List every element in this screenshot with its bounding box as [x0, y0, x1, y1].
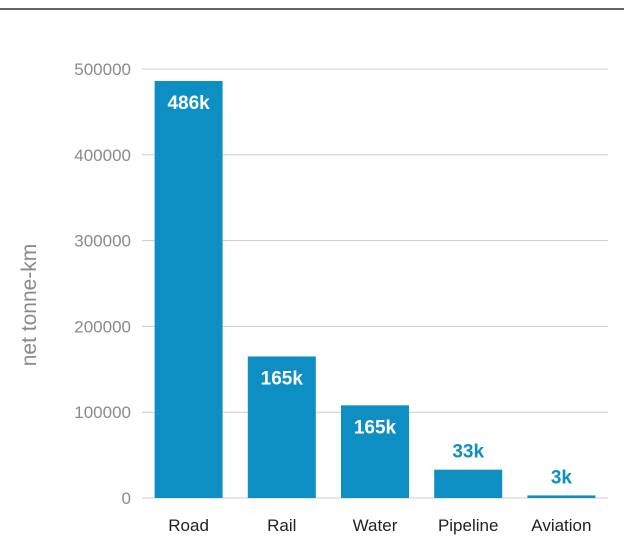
- y-tick-label: 100000: [74, 403, 131, 422]
- x-tick-label: Aviation: [531, 516, 591, 535]
- data-labels: 486k 165k 165k 33k 3k: [167, 93, 572, 488]
- y-axis-ticks: 0 100000 200000 300000 400000 500000: [74, 60, 131, 508]
- data-label-rail: 165k: [261, 368, 304, 389]
- bar-pipeline: [434, 469, 503, 498]
- x-axis-ticks: Road Rail Water Pipeline Aviation: [168, 516, 591, 535]
- y-tick-label: 0: [122, 489, 131, 508]
- y-tick-label: 300000: [74, 232, 131, 251]
- bar-water: [341, 405, 409, 498]
- y-tick-label: 200000: [74, 317, 131, 336]
- bar-aviation: [527, 495, 596, 498]
- x-tick-label: Road: [168, 516, 209, 535]
- data-label-road: 486k: [167, 93, 210, 114]
- y-tick-label: 400000: [74, 146, 131, 165]
- y-tick-label: 500000: [74, 60, 131, 79]
- data-label-water: 165k: [354, 417, 397, 438]
- bar-rail: [247, 356, 316, 498]
- data-label-pipeline: 33k: [452, 442, 484, 463]
- y-axis-title: net tonne-km: [18, 244, 41, 367]
- x-tick-label: Water: [353, 516, 398, 535]
- data-label-aviation: 3k: [551, 467, 573, 488]
- x-tick-label: Rail: [267, 516, 296, 535]
- x-tick-label: Pipeline: [438, 516, 499, 535]
- bar-road: [154, 81, 223, 499]
- bars: [154, 81, 596, 499]
